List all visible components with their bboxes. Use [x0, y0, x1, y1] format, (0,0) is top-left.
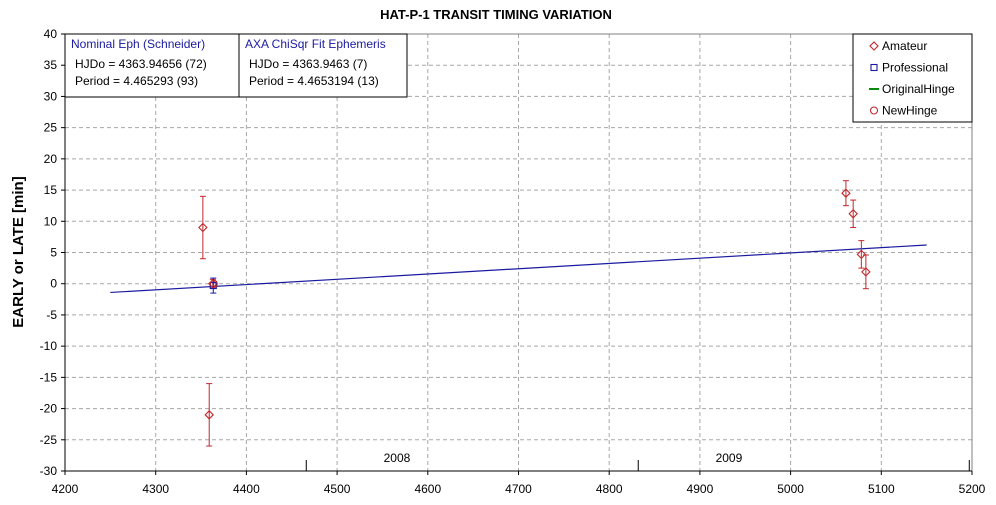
chart-title: HAT-P-1 TRANSIT TIMING VARIATION: [380, 7, 612, 22]
ephemeris-box: AXA ChiSqr Fit Ephemeris HJDo = 4363.9463…: [238, 33, 408, 98]
y-tick-label: -5: [46, 308, 57, 322]
y-tick-label: 15: [44, 183, 58, 197]
ephemeris-box-line: Period = 4.4653194 (13): [249, 74, 379, 88]
data-point-amateur: [204, 410, 214, 420]
ephemeris-box-line: HJDo = 4363.9463 (7): [249, 57, 367, 71]
y-axis-label: EARLY or LATE [min]: [10, 176, 27, 327]
y-tick-label: -30: [40, 464, 58, 478]
data-point-newhinge: [209, 279, 218, 288]
ephemeris-box-frame: [64, 33, 240, 98]
x-tick-label: 4700: [505, 482, 532, 496]
x-tick-label: 4800: [596, 482, 623, 496]
legend-label: OriginalHinge: [882, 82, 955, 96]
year-label: 2008: [384, 451, 411, 465]
x-tick-label: 5200: [959, 482, 986, 496]
x-tick-label: 4500: [324, 482, 351, 496]
data-point-amateur: [856, 249, 867, 260]
y-tick-label: 25: [44, 121, 58, 135]
x-tick-label: 5000: [777, 482, 804, 496]
data-point-amateur: [861, 267, 871, 277]
y-tick-label: -20: [40, 402, 58, 416]
plot-area: 4200 4300 4400 4500 4600 4700 4800 4900 5000 5100…: [40, 27, 986, 496]
y-tick-label: 35: [44, 58, 58, 72]
data-point-amateur: [848, 209, 858, 219]
y-tick-label: 40: [44, 27, 58, 41]
ephemeris-box-line: HJDo = 4363.94656 (72): [75, 57, 207, 71]
y-tick-label: -15: [40, 370, 58, 384]
ephemeris-box-heading: Nominal Eph (Schneider): [71, 37, 205, 51]
ephemeris-box-heading: AXA ChiSqr Fit Ephemeris: [245, 37, 386, 51]
y-tick-label: 5: [50, 246, 57, 260]
y-tick-label: -25: [40, 433, 58, 447]
x-tick-label: 4600: [414, 482, 441, 496]
y-tick-label: -10: [40, 339, 58, 353]
y-tick-label: 30: [44, 89, 58, 103]
fit-line: [110, 244, 927, 294]
y-tick-label: 10: [44, 214, 58, 228]
legend-label: NewHinge: [882, 104, 938, 118]
legend: Amateur Professional OriginalHinge NewHinge: [852, 33, 973, 123]
x-tick-label: 4400: [233, 482, 260, 496]
ephemeris-box-frame: [238, 33, 408, 98]
ephemeris-box: Nominal Eph (Schneider) HJDo = 4363.94656…: [64, 33, 240, 98]
x-tick-label: 5100: [868, 482, 895, 496]
legend-marker-amateur: [869, 41, 879, 51]
y-tick-label: 20: [44, 152, 58, 166]
x-tick-label: 4300: [142, 482, 169, 496]
legend-marker-professional: [870, 63, 878, 72]
x-tick-label: 4900: [687, 482, 714, 496]
legend-label: Professional: [882, 61, 948, 75]
year-label: 2009: [716, 451, 743, 465]
legend-label: Amateur: [882, 39, 927, 53]
ephemeris-box-line: Period = 4.465293 (93): [75, 74, 198, 88]
x-tick-label: 4200: [52, 482, 79, 496]
y-tick-label: 0: [50, 277, 57, 291]
data-point-amateur: [841, 188, 851, 198]
data-point-amateur: [198, 222, 208, 233]
legend-marker-newhinge: [869, 106, 879, 115]
